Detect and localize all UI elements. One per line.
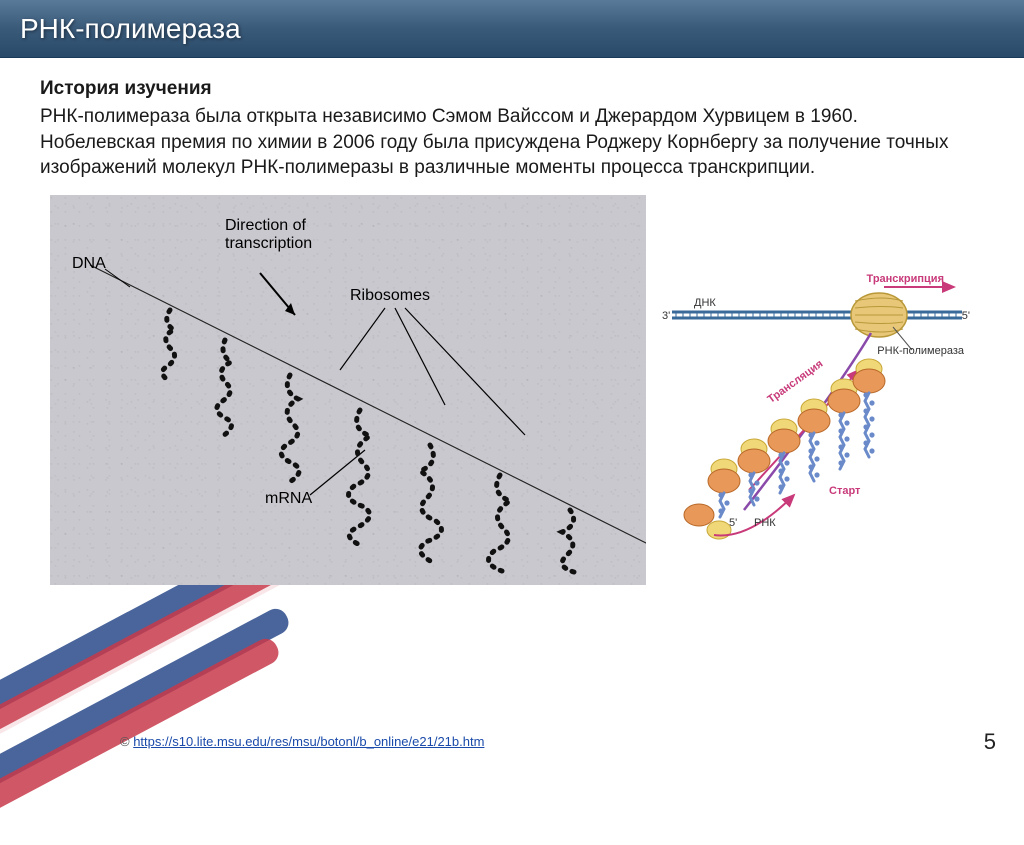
page-number: 5: [984, 729, 996, 755]
label-start: Старт: [829, 485, 860, 497]
label-rna-polymerase: РНК-полимераза: [877, 345, 964, 357]
label-5prime-right: 5': [962, 310, 970, 322]
label-transcription: Транскрипция: [867, 273, 944, 285]
label-ribosomes: Ribosomes: [350, 287, 430, 305]
label-mrna: mRNA: [265, 490, 312, 508]
paragraph-2: Нобелевская премия по химии в 2006 году …: [40, 130, 984, 181]
label-direction: Direction of transcription: [225, 217, 312, 253]
label-3prime: 3': [662, 310, 670, 322]
citation-link[interactable]: https://s10.lite.msu.edu/res/msu/botonl/…: [133, 734, 484, 749]
label-5prime-left: 5': [729, 517, 737, 529]
subtitle: История изучения: [40, 78, 984, 100]
schematic-diagram: Транскрипция ДНК 3' 5' РНК-полимераза Тр…: [654, 195, 974, 585]
label-dna-diagram: ДНК: [694, 297, 716, 309]
slide-title: РНК-полимераза: [20, 13, 241, 45]
label-rna: РНК: [754, 517, 776, 529]
content-area: История изучения РНК-полимераза была отк…: [0, 58, 1024, 585]
micrograph-svg: [50, 195, 646, 585]
paragraph-1: РНК-полимераза была открыта независимо С…: [40, 104, 984, 130]
figures-row: DNA Direction of transcription Ribosomes…: [40, 195, 984, 585]
electron-micrograph: DNA Direction of transcription Ribosomes…: [50, 195, 646, 585]
background-stripes: [0, 607, 200, 807]
citation: © https://s10.lite.msu.edu/res/msu/boton…: [120, 734, 484, 749]
title-bar: РНК-полимераза: [0, 0, 1024, 58]
label-dna: DNA: [72, 255, 106, 273]
diagram-svg: [654, 195, 974, 585]
citation-prefix: ©: [120, 734, 133, 749]
